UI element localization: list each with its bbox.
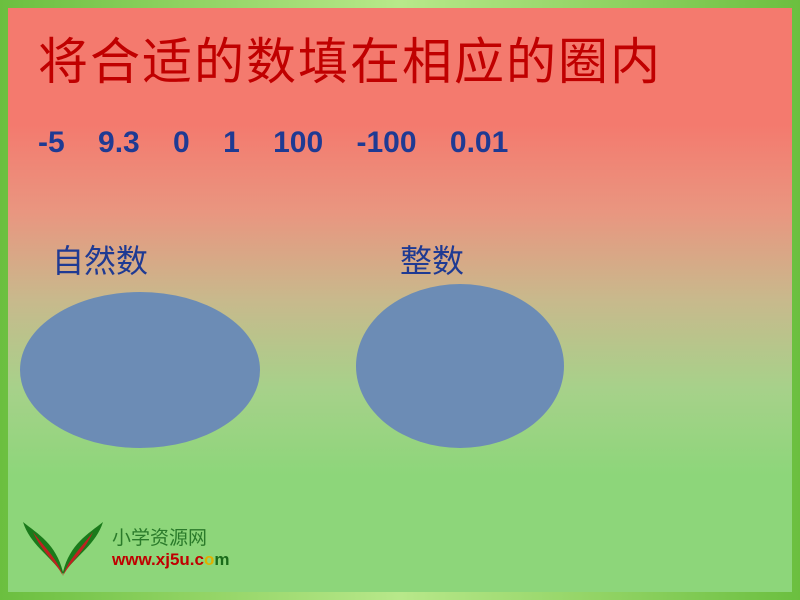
label-integers: 整数	[400, 236, 464, 282]
footer: 小学资源网 www.xj5u.com	[18, 514, 230, 584]
slide-title: 将合适的数填在相应的圈内	[38, 22, 662, 94]
footer-site-name: 小学资源网	[112, 528, 230, 550]
footer-site-url: www.xj5u.com	[112, 550, 230, 570]
logo-icon	[18, 514, 108, 584]
label-natural-numbers: 自然数	[52, 236, 148, 282]
slide: 将合适的数填在相应的圈内 -5 9.3 0 1 100 -100 0.01 自然…	[8, 8, 792, 592]
ellipse-integers	[356, 284, 564, 448]
url-o: o	[204, 550, 214, 569]
footer-text: 小学资源网 www.xj5u.com	[112, 528, 230, 569]
url-c: c	[195, 550, 204, 569]
ellipse-natural-numbers	[20, 292, 260, 448]
slide-frame: 将合适的数填在相应的圈内 -5 9.3 0 1 100 -100 0.01 自然…	[0, 0, 800, 600]
url-m: m	[214, 550, 229, 569]
url-prefix: www.xj5u.	[112, 550, 195, 569]
number-list: -5 9.3 0 1 100 -100 0.01	[38, 126, 508, 160]
